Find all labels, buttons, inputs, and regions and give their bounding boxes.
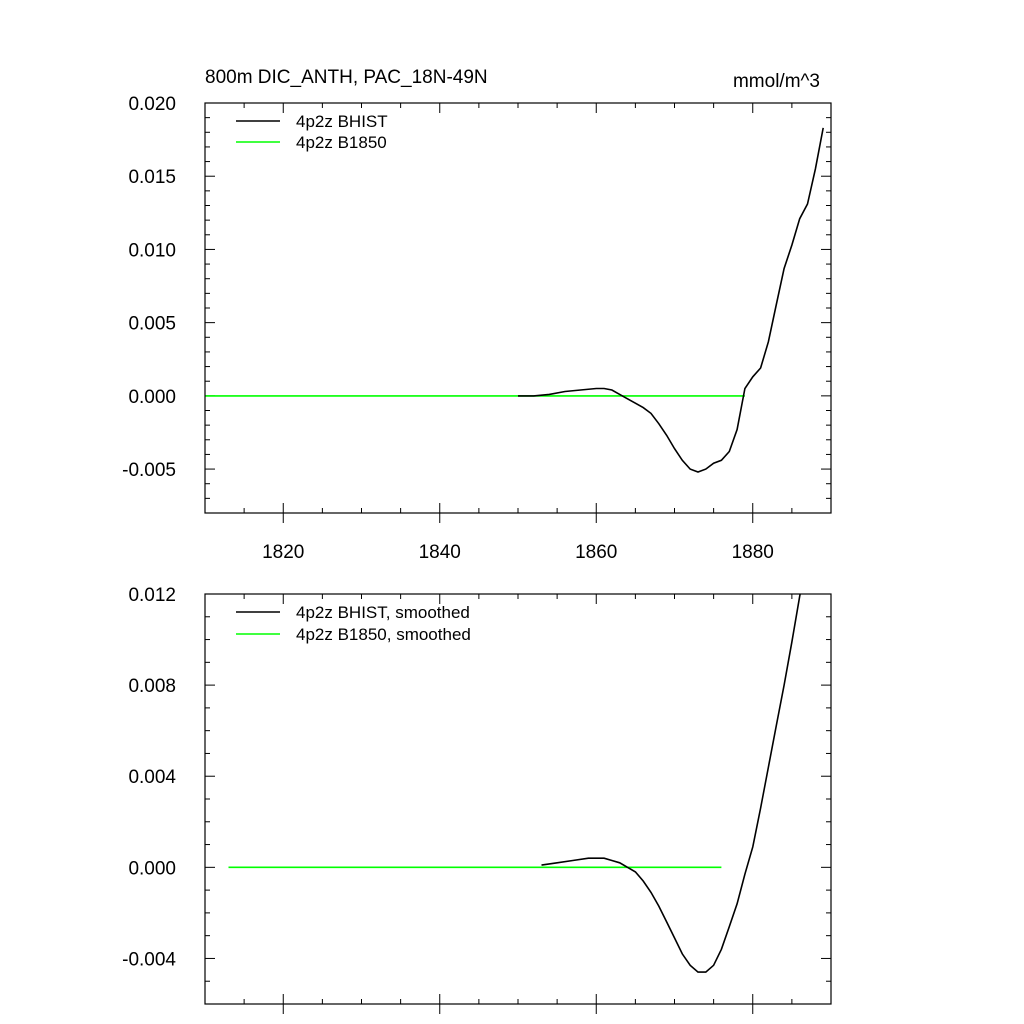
chart-title: 800m DIC_ANTH, PAC_18N-49N [205, 67, 488, 88]
top-plot-lines [205, 128, 823, 472]
y-tick-label: 0.012 [128, 585, 176, 606]
bottom-axis-ticks: -0.004 0.000 0.004 0.008 0.012 [122, 585, 831, 1014]
y-tick-label: 0.004 [128, 767, 176, 788]
y-tick-label: 0.015 [128, 167, 176, 188]
top-panel: 800m DIC_ANTH, PAC_18N-49N mmol/m^3 -0.0… [122, 67, 831, 563]
legend-label-b1850: 4p2z B1850 [296, 133, 387, 152]
legend-label-bhist: 4p2z BHIST [296, 112, 388, 131]
y-tick-label: 0.005 [128, 314, 176, 335]
top-axis-ticks: -0.005 0.000 0.005 0.010 0.015 0.020 1820 1840 1… [122, 94, 831, 563]
y-tick-label: 0.010 [128, 240, 176, 261]
x-tick-label: 1880 [732, 542, 774, 563]
units-label: mmol/m^3 [733, 71, 820, 92]
legend-label-b1850-smoothed: 4p2z B1850, smoothed [296, 625, 471, 644]
y-tick-label: -0.005 [122, 460, 176, 481]
bottom-legend: 4p2z BHIST, smoothed 4p2z B1850, smoothe… [236, 603, 471, 644]
y-tick-label: -0.004 [122, 949, 176, 970]
legend-label-bhist-smoothed: 4p2z BHIST, smoothed [296, 603, 470, 622]
top-legend: 4p2z BHIST 4p2z B1850 [236, 112, 388, 152]
y-tick-label: 0.000 [128, 387, 176, 408]
x-tick-label: 1840 [419, 542, 461, 563]
bottom-plot-frame [205, 594, 831, 1004]
y-tick-label: 0.020 [128, 94, 176, 115]
series-line-bhist-smoothed [542, 555, 808, 972]
x-tick-label: 1820 [262, 542, 304, 563]
top-plot-frame [205, 103, 831, 513]
series-line-bhist [518, 128, 823, 472]
y-tick-label: 0.008 [128, 676, 176, 697]
bottom-panel: -0.004 0.000 0.004 0.008 0.012 4p2z BHIST, s… [122, 555, 831, 1014]
y-tick-label: 0.000 [128, 858, 176, 879]
x-tick-label: 1860 [575, 542, 617, 563]
